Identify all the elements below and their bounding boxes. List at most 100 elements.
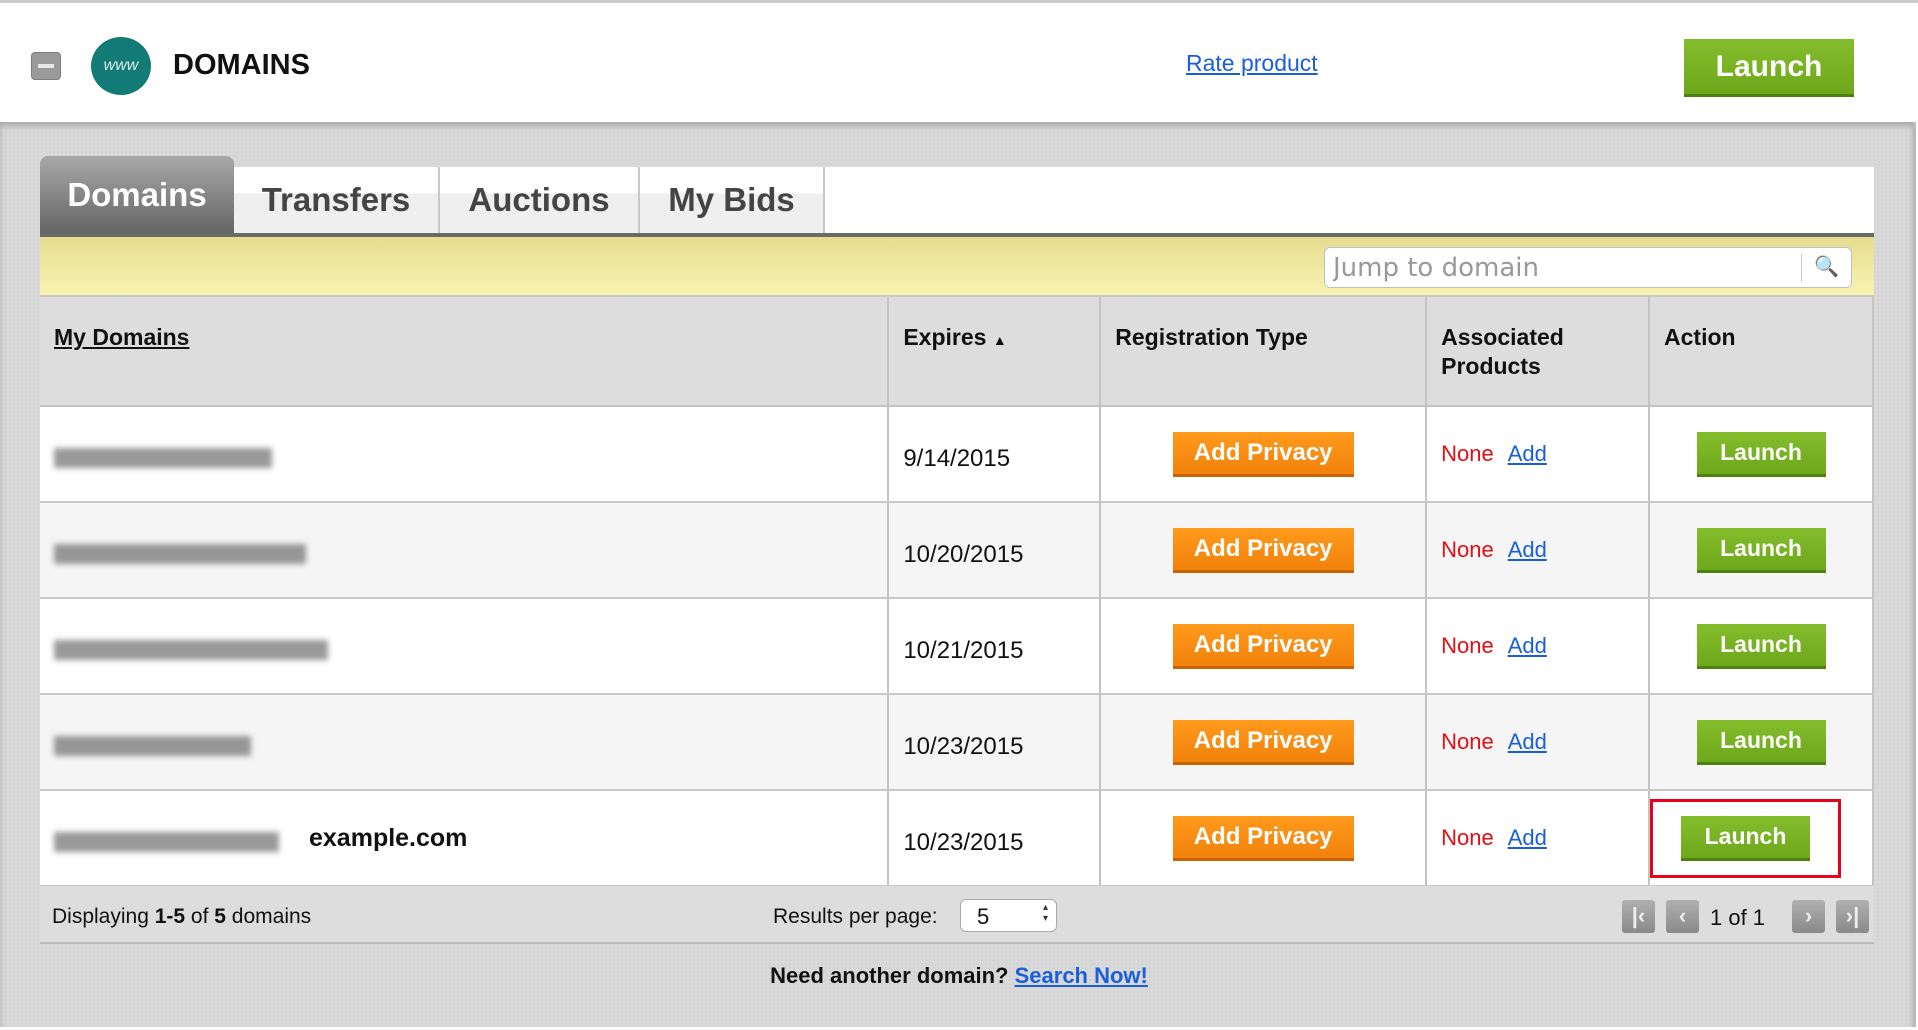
privacy-cell: Add Privacy	[1100, 790, 1428, 887]
col-action: Action	[1649, 297, 1874, 407]
logo-text: www	[103, 57, 139, 74]
launch-button[interactable]: Launch	[1696, 527, 1826, 573]
assoc-cell: None Add	[1426, 598, 1651, 695]
assoc-cell: None Add	[1426, 790, 1651, 887]
next-page-icon[interactable]: ›	[1792, 900, 1825, 933]
sort-asc-icon: ▲	[992, 332, 1007, 348]
results-per-page-label: Results per page:	[773, 905, 938, 928]
tab-transfers[interactable]: Transfers	[234, 167, 440, 233]
displaying-of: of	[185, 905, 215, 928]
table-header-row: My Domains Expires ▲ Registration Type A…	[40, 297, 1874, 407]
www-logo-icon: www	[91, 37, 151, 95]
results-per-page-select[interactable]: 5	[960, 899, 1057, 932]
page-indicator: 1 of 1	[1710, 905, 1766, 930]
expires-cell: 10/20/2015	[888, 502, 1102, 599]
jump-to-domain-input[interactable]	[1325, 248, 1795, 287]
domain-cell: example.com	[40, 790, 890, 887]
jump-to-domain-field: 🔍	[1324, 247, 1852, 288]
privacy-cell: Add Privacy	[1100, 406, 1428, 503]
action-cell: Launch	[1649, 694, 1874, 791]
assoc-none: None	[1441, 537, 1494, 562]
table-row: 10/23/2015 Add Privacy None Add Launch	[40, 694, 1874, 791]
privacy-cell: Add Privacy	[1100, 502, 1428, 599]
assoc-none: None	[1441, 441, 1494, 466]
tab-my-bids[interactable]: My Bids	[640, 167, 825, 233]
tab-domains[interactable]: Domains	[40, 156, 234, 233]
launch-button[interactable]: Launch	[1696, 719, 1826, 765]
table-row: 9/14/2015 Add Privacy None Add Launch	[40, 406, 1874, 503]
search-now-link[interactable]: Search Now!	[1014, 963, 1148, 988]
assoc-cell: None Add	[1426, 694, 1651, 791]
blurred-domain[interactable]	[54, 736, 251, 757]
displaying-range: 1-5	[154, 905, 186, 928]
launch-button[interactable]: Launch	[1684, 39, 1854, 97]
domain-cell	[40, 406, 890, 503]
domains-table: My Domains Expires ▲ Registration Type A…	[40, 297, 1874, 887]
col-associated-products: Associated Products	[1426, 297, 1651, 407]
add-privacy-button[interactable]: Add Privacy	[1172, 815, 1354, 861]
expires-cell: 10/23/2015	[888, 790, 1102, 887]
add-product-link[interactable]: Add	[1507, 633, 1547, 658]
domain-cell	[40, 502, 890, 599]
blurred-domain[interactable]	[54, 448, 272, 469]
expires-cell: 10/23/2015	[888, 694, 1102, 791]
launch-button[interactable]: Launch	[1696, 431, 1826, 477]
launch-button[interactable]: Launch	[1696, 623, 1826, 669]
domain-cell	[40, 694, 890, 791]
filter-bar: 🔍	[40, 237, 1874, 297]
need-domain-text: Need another domain?	[770, 963, 1009, 988]
displaying-count: Displaying 1-5 of 5 domains	[52, 905, 311, 929]
action-cell: Launch	[1649, 790, 1874, 887]
add-product-link[interactable]: Add	[1507, 825, 1547, 850]
highlight-box: Launch	[1650, 798, 1841, 878]
add-privacy-button[interactable]: Add Privacy	[1172, 623, 1354, 669]
assoc-none: None	[1441, 825, 1494, 850]
table-row: 10/20/2015 Add Privacy None Add Launch	[40, 502, 1874, 599]
displaying-suffix: domains	[225, 905, 312, 928]
search-icon[interactable]: 🔍	[1801, 254, 1851, 282]
last-page-icon[interactable]: ›|	[1836, 900, 1869, 933]
add-product-link[interactable]: Add	[1507, 729, 1547, 754]
tab-bar: Domains Transfers Auctions My Bids	[40, 156, 1874, 237]
add-privacy-button[interactable]: Add Privacy	[1172, 719, 1354, 765]
blurred-domain[interactable]	[54, 544, 306, 565]
assoc-none: None	[1441, 633, 1494, 658]
launch-button-highlighted[interactable]: Launch	[1681, 815, 1810, 861]
blurred-domain[interactable]	[54, 640, 328, 661]
privacy-cell: Add Privacy	[1100, 694, 1428, 791]
app-header: www DOMAINS Rate product Launch	[0, 0, 1918, 122]
first-page-icon[interactable]: |‹	[1622, 900, 1655, 933]
search-prompt: Need another domain? Search Now!	[0, 963, 1918, 989]
expires-cell: 9/14/2015	[888, 406, 1102, 503]
my-domains-sort-link[interactable]: My Domains	[54, 324, 190, 350]
example-domain-label: example.com	[309, 823, 468, 852]
expires-cell: 10/21/2015	[888, 598, 1102, 695]
rate-product-link[interactable]: Rate product	[1186, 50, 1318, 76]
table-row: 10/21/2015 Add Privacy None Add Launch	[40, 598, 1874, 695]
action-cell: Launch	[1649, 598, 1874, 695]
action-cell: Launch	[1649, 502, 1874, 599]
col-my-domains[interactable]: My Domains	[40, 297, 890, 407]
assoc-cell: None Add	[1426, 502, 1651, 599]
add-privacy-button[interactable]: Add Privacy	[1172, 431, 1354, 477]
action-cell: Launch	[1649, 406, 1874, 503]
privacy-cell: Add Privacy	[1100, 598, 1428, 695]
table-footer: Displaying 1-5 of 5 domains Results per …	[40, 886, 1874, 944]
blurred-domain[interactable]	[54, 832, 279, 853]
add-product-link[interactable]: Add	[1507, 537, 1547, 562]
displaying-total: 5	[214, 905, 226, 928]
tab-auctions[interactable]: Auctions	[440, 167, 640, 233]
assoc-none: None	[1441, 729, 1494, 754]
add-product-link[interactable]: Add	[1507, 441, 1547, 466]
add-privacy-button[interactable]: Add Privacy	[1172, 527, 1354, 573]
assoc-cell: None Add	[1426, 406, 1651, 503]
page-title: DOMAINS	[173, 49, 310, 81]
prev-page-icon[interactable]: ‹	[1666, 900, 1699, 933]
displaying-prefix: Displaying	[52, 905, 155, 928]
table-row: example.com 10/23/2015 Add Privacy None A…	[40, 790, 1874, 887]
col-expires[interactable]: Expires ▲	[888, 297, 1102, 407]
expires-label: Expires	[903, 324, 987, 350]
domain-cell	[40, 598, 890, 695]
col-registration-type: Registration Type	[1100, 297, 1428, 407]
collapse-icon[interactable]	[31, 52, 61, 80]
